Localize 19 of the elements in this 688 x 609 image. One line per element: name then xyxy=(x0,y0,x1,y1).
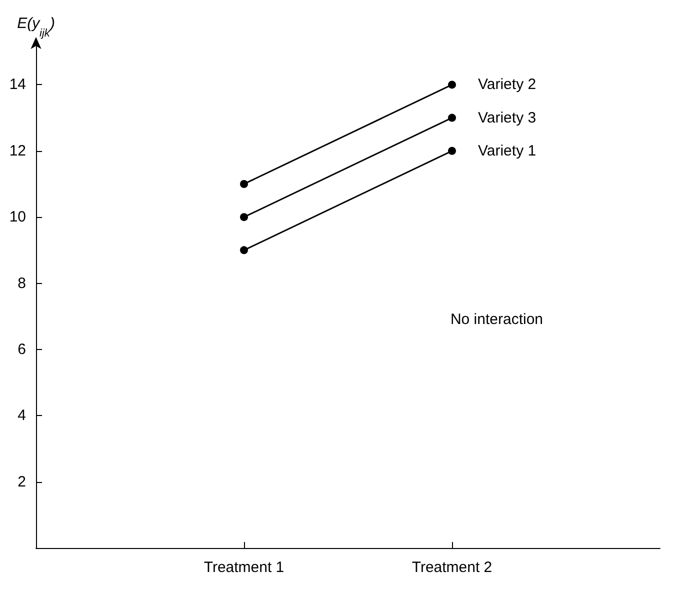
y-tick-label: 14 xyxy=(9,76,26,94)
annotation: No interaction xyxy=(450,311,544,328)
y-tick-label: 10 xyxy=(9,208,26,226)
x-tick-label: Treatment 2 xyxy=(412,559,492,576)
y-tick-label: 8 xyxy=(18,274,26,292)
y-tick-label: 12 xyxy=(9,142,26,160)
series-label: Variety 2 xyxy=(478,76,536,94)
y-tick-label: 4 xyxy=(18,407,26,424)
point xyxy=(240,180,248,188)
y-tick-label: 2 xyxy=(18,473,26,490)
x-tick-label: Treatment 1 xyxy=(204,559,284,576)
y-tick-label: 6 xyxy=(18,340,26,358)
series-label: Variety 1 xyxy=(478,142,536,160)
point xyxy=(448,114,456,122)
series-label: Variety 3 xyxy=(478,109,536,126)
point xyxy=(448,146,456,155)
point xyxy=(448,80,456,89)
point xyxy=(240,213,248,222)
point xyxy=(240,246,248,254)
